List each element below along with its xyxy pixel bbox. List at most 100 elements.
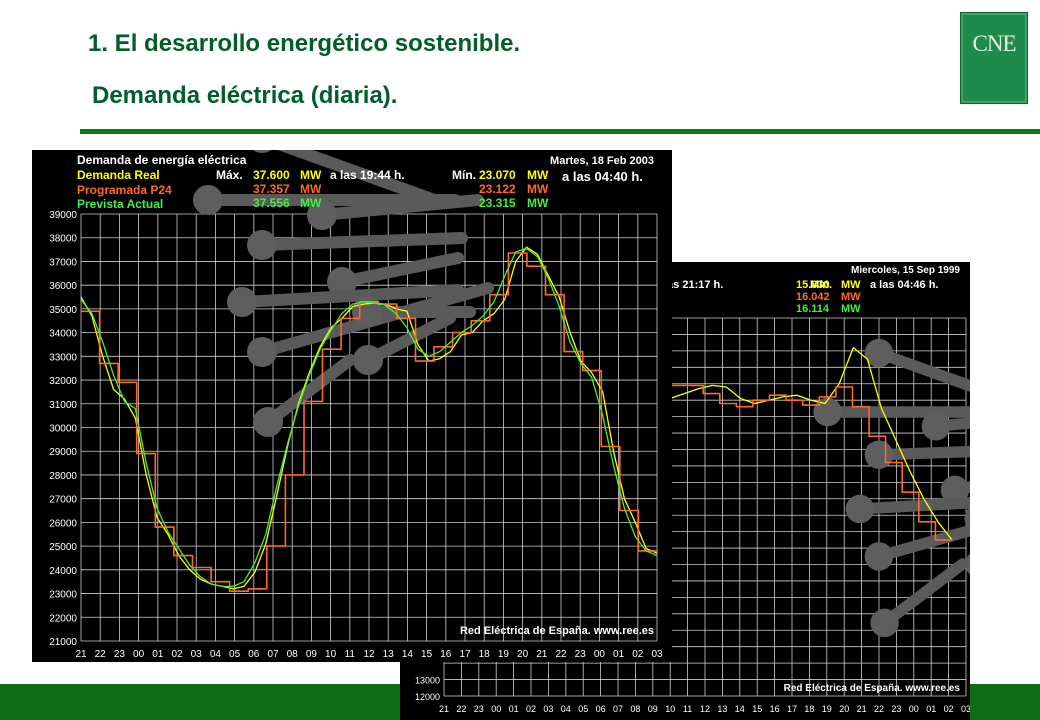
x-tick-label: 00	[491, 704, 501, 714]
x-tick-label: 22	[555, 649, 567, 660]
chart1-title: Demanda de energía eléctrica	[77, 153, 247, 167]
x-tick-label: 15	[752, 704, 762, 714]
x-tick-label: 23	[575, 649, 587, 660]
logo-text: CNE	[972, 31, 1017, 56]
x-tick-label: 13	[383, 649, 395, 660]
c2-tube-node	[921, 412, 951, 441]
y-tick-label: 39000	[49, 210, 77, 221]
x-tick-label: 02	[171, 649, 183, 660]
x-tick-label: 22	[874, 704, 884, 714]
chart1-prev-max: 37.556	[253, 196, 290, 210]
chart2-max-fragment: las 21:17 h.	[664, 279, 723, 291]
x-tick-label: 03	[543, 704, 553, 714]
c2-tube-node	[870, 608, 899, 638]
x-tick-label: 06	[248, 649, 260, 660]
chart1-source: Red Eléctrica de España. www.ree.es	[460, 625, 654, 637]
x-tick-label: 21	[536, 649, 548, 660]
x-tick-label: 01	[926, 704, 936, 714]
series-line-demanda-real	[80, 246, 658, 590]
c2-tube	[878, 558, 969, 629]
chart1-max-unit: MW	[300, 168, 322, 182]
x-tick-label: 01	[152, 649, 164, 660]
c2-tube	[873, 347, 970, 392]
x-tick-label: 03	[651, 649, 663, 660]
chart1-min-value: 23.070	[479, 168, 516, 182]
x-tick-label: 01	[509, 704, 519, 714]
x-tick-label: 01	[613, 649, 625, 660]
x-tick-label: 08	[287, 649, 299, 660]
y-tick-label: 25000	[49, 542, 77, 553]
y-tick-label: 23000	[49, 590, 77, 601]
chart1-min-label: Mín.	[452, 168, 476, 182]
c1-tube-node	[353, 345, 383, 375]
chart1-prog-min: 23.122	[479, 182, 516, 196]
x-tick-label: 02	[526, 704, 536, 714]
x-tick-label: 06	[596, 704, 606, 714]
chart1-max-label: Máx.	[216, 168, 243, 182]
x-tick-label: 23	[474, 704, 484, 714]
slide-subtitle: Demanda eléctrica (diaria).	[92, 82, 398, 109]
chart2-prog-min: 16.042	[796, 291, 830, 303]
chart1-min-time: a las 04:40 h.	[562, 169, 643, 184]
y-tick-label: 26000	[49, 518, 77, 529]
x-tick-label: 18	[479, 649, 491, 660]
x-tick-label: 22	[95, 649, 107, 660]
legend-programada: Programada P24	[77, 183, 172, 197]
x-tick-label: 04	[561, 704, 571, 714]
x-tick-label: 14	[402, 649, 414, 660]
x-tick-label: 00	[133, 649, 145, 660]
c1-tube	[336, 252, 464, 288]
chart2-prev-min: 16.114	[796, 303, 830, 315]
x-tick-label: 09	[306, 649, 318, 660]
x-tick-label: 12	[700, 704, 710, 714]
x-tick-label: 14	[735, 704, 745, 714]
x-tick-label: 10	[665, 704, 675, 714]
y-tick-label: 35000	[49, 305, 77, 316]
c1-tube	[262, 354, 356, 428]
x-tick-label: 16	[440, 649, 452, 660]
demand-chart-2003: Demanda de energía eléctrica Martes, 18 …	[32, 150, 672, 662]
c2-tube-node	[965, 507, 970, 529]
y-tick-label: 34000	[49, 329, 77, 340]
y-tick-label: 13000	[415, 676, 440, 686]
x-tick-label: 05	[229, 649, 241, 660]
x-tick-label: 04	[210, 649, 222, 660]
series-line-demanda-real	[669, 346, 953, 541]
chart1-prev-min: 23.315	[479, 196, 516, 210]
x-tick-label: 20	[517, 649, 529, 660]
c1-tube-node	[247, 230, 277, 260]
c1-tube-node	[247, 337, 277, 367]
x-tick-label: 11	[345, 649, 356, 660]
x-tick-label: 17	[787, 704, 797, 714]
chart1-prog-max-unit: MW	[300, 182, 322, 196]
x-tick-label: 22	[456, 704, 466, 714]
x-tick-label: 23	[891, 704, 901, 714]
x-tick-label: 16	[770, 704, 780, 714]
x-tick-label: 08	[630, 704, 640, 714]
y-tick-label: 38000	[49, 234, 77, 245]
series-line-programada-p24	[670, 384, 952, 541]
c1-tube-node	[227, 287, 257, 317]
series-line-prevista-actual	[80, 247, 658, 588]
chart2-prev-unit: MW	[841, 303, 861, 315]
x-tick-label: 02	[632, 649, 644, 660]
chart1-prev-min-unit: MW	[527, 196, 549, 210]
chart2-min-unit: MW	[841, 279, 861, 291]
c2-tube-node	[940, 475, 970, 505]
chart1-prog-min-unit: MW	[527, 182, 549, 196]
c2-tube	[873, 445, 970, 461]
x-tick-label: 07	[613, 704, 623, 714]
c2-tube-node	[845, 494, 875, 524]
y-tick-label: 37000	[49, 257, 77, 268]
x-tick-label: 10	[325, 649, 337, 660]
x-tick-label: 11	[683, 704, 692, 714]
x-tick-label: 23	[114, 649, 126, 660]
y-tick-label: 30000	[49, 424, 77, 435]
y-tick-label: 22000	[49, 613, 77, 624]
y-tick-label: 36000	[49, 281, 77, 292]
chart2-date: Miercoles, 15 Sep 1999	[851, 265, 960, 276]
c2-tube-node	[864, 338, 894, 368]
legend-prevista: Prevista Actual	[77, 197, 163, 211]
c2-tube	[854, 497, 970, 515]
chart1-max-time: a las 19:44 h.	[330, 168, 405, 182]
